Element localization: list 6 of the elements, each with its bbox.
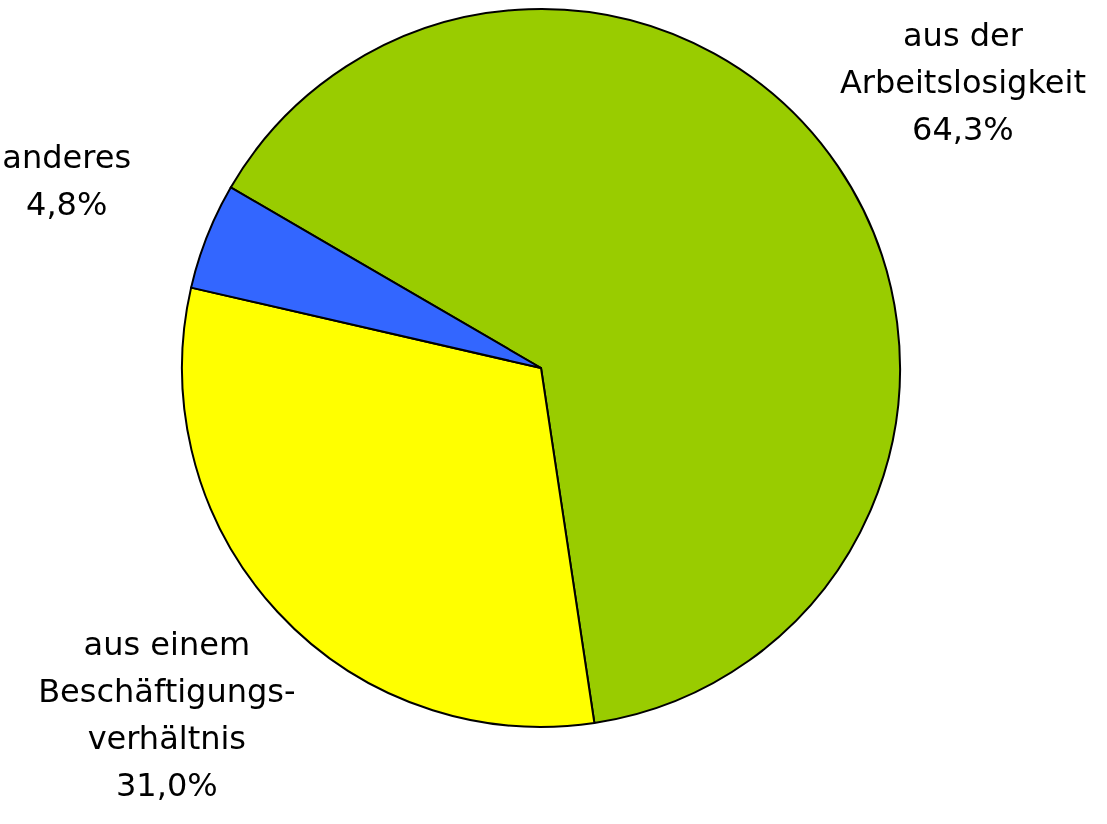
slice-label: aus einem Beschäftigungs- verhältnis [38,625,296,758]
data-label: 31,0% [116,766,218,805]
slice-label: anderes [2,138,132,177]
data-label: 64,3% [912,109,1014,148]
slice-label: aus der Arbeitslosigkeit [839,15,1086,101]
data-label: 4,8% [26,185,108,224]
